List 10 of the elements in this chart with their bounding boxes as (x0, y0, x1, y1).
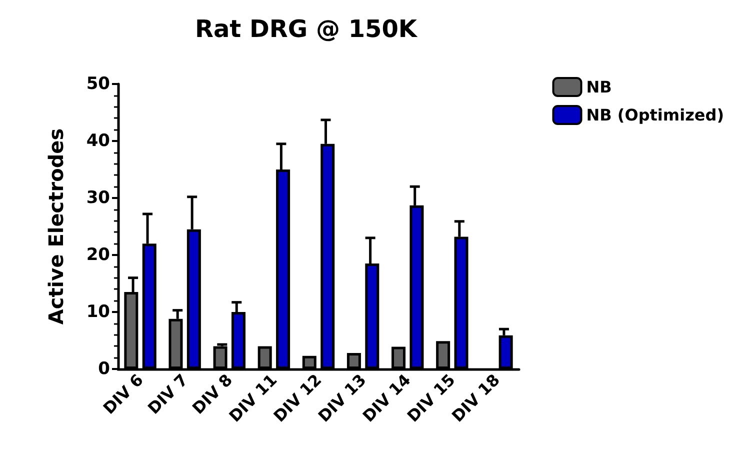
y-tick-label: 40 (86, 131, 110, 151)
y-tick-label: 0 (98, 359, 110, 379)
chart-title: Rat DRG @ 150K (195, 15, 418, 43)
y-axis-title: Active Electrodes (44, 128, 68, 325)
y-tick-label: 30 (86, 188, 110, 208)
y-tick-label: 10 (86, 302, 110, 322)
y-tick-label: 20 (86, 245, 110, 265)
y-tick-label: 50 (86, 74, 110, 94)
legend-label: NB (586, 78, 612, 96)
legend-label: NB (Optimized) (586, 106, 724, 124)
